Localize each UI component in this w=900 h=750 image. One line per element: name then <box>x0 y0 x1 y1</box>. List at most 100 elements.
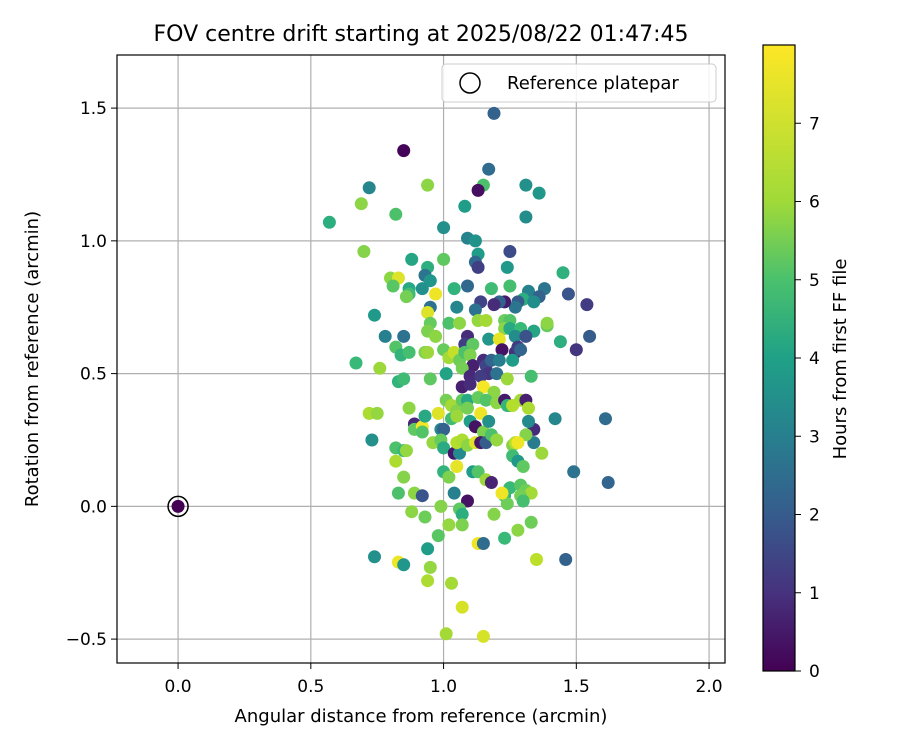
x-axis-label: Angular distance from reference (arcmin) <box>235 706 608 727</box>
data-point <box>399 444 413 458</box>
data-point <box>487 385 501 399</box>
data-point <box>402 401 416 415</box>
legend: Reference platepar <box>441 63 717 103</box>
data-point <box>397 329 411 343</box>
data-point <box>527 295 541 309</box>
colorbar-tick-label: 6 <box>809 193 820 213</box>
data-point <box>583 329 597 343</box>
data-point <box>599 412 612 426</box>
y-tick-label: 0.5 <box>80 365 107 385</box>
data-point <box>476 629 490 643</box>
x-tick-label: 1.0 <box>430 677 457 697</box>
data-point <box>522 414 535 428</box>
data-point <box>506 353 520 367</box>
y-tick-label: −0.5 <box>66 630 107 650</box>
data-point <box>415 425 429 439</box>
data-point <box>601 476 615 489</box>
data-point <box>389 207 403 221</box>
data-point <box>322 215 336 229</box>
data-point <box>487 507 501 521</box>
colorbar-tick-label: 1 <box>809 584 820 604</box>
data-point <box>519 210 533 224</box>
data-point <box>439 627 453 641</box>
data-point <box>405 505 419 519</box>
data-point <box>484 282 498 296</box>
data-point <box>500 372 514 386</box>
data-point <box>527 436 541 450</box>
data-point <box>421 178 435 192</box>
data-points <box>322 106 615 643</box>
data-point <box>418 510 432 524</box>
reference-ring-icon <box>167 495 189 518</box>
data-point <box>442 518 456 532</box>
colorbar-gradient <box>762 44 796 672</box>
data-point <box>418 409 432 423</box>
data-point <box>463 377 477 391</box>
data-point <box>500 260 514 274</box>
data-point <box>482 414 496 428</box>
data-point <box>365 433 379 447</box>
x-tick-label: 0.0 <box>165 677 192 697</box>
y-tick-label: 1.0 <box>80 232 107 252</box>
y-axis-ticks: −0.5 0.0 0.5 1.0 1.5 <box>66 99 117 650</box>
data-point <box>455 361 469 375</box>
data-point <box>431 529 445 543</box>
data-point <box>511 436 525 450</box>
data-point <box>362 181 376 195</box>
data-point <box>357 245 371 258</box>
data-point <box>490 433 504 447</box>
data-point <box>495 343 509 357</box>
data-point <box>429 287 443 301</box>
data-point <box>447 282 461 296</box>
data-point <box>368 550 381 564</box>
data-point <box>495 486 509 500</box>
reference-point <box>171 499 185 513</box>
data-point <box>399 290 413 304</box>
data-point <box>405 252 419 266</box>
data-point <box>540 316 554 330</box>
data-point <box>461 401 474 415</box>
data-point <box>458 199 472 213</box>
data-point <box>415 282 429 296</box>
data-point <box>506 399 520 412</box>
data-point <box>354 197 368 211</box>
legend-box <box>441 63 717 103</box>
data-point <box>476 537 490 550</box>
data-point <box>471 465 485 479</box>
data-point <box>569 343 583 357</box>
data-point <box>431 406 445 420</box>
data-point <box>378 329 392 343</box>
data-point <box>391 486 405 500</box>
data-point <box>524 515 538 529</box>
data-point <box>461 494 474 508</box>
data-point <box>516 460 530 473</box>
data-point <box>447 486 461 500</box>
data-point <box>368 308 381 322</box>
legend-marker-icon <box>459 72 481 94</box>
data-point <box>514 343 528 357</box>
x-tick-label: 0.5 <box>297 677 324 697</box>
data-point <box>455 507 469 521</box>
data-point <box>421 306 435 319</box>
data-point <box>450 460 464 473</box>
data-point <box>415 489 429 503</box>
data-point <box>524 486 538 500</box>
data-point <box>349 356 363 370</box>
colorbar-ticks: 0 1 2 3 4 5 6 7 <box>795 114 820 682</box>
colorbar: 0 1 2 3 4 5 6 7 Hours from first FF file <box>762 44 851 682</box>
data-point <box>498 531 512 545</box>
data-point <box>423 274 437 288</box>
data-point <box>437 252 451 266</box>
data-point <box>421 542 435 556</box>
data-point <box>524 369 538 383</box>
data-point <box>450 409 464 423</box>
data-point <box>437 221 451 235</box>
data-point <box>468 303 482 317</box>
data-point <box>468 234 482 248</box>
data-point <box>442 470 456 484</box>
data-point <box>389 454 403 468</box>
data-point <box>519 428 533 442</box>
data-point <box>397 470 411 484</box>
data-point <box>386 279 400 293</box>
